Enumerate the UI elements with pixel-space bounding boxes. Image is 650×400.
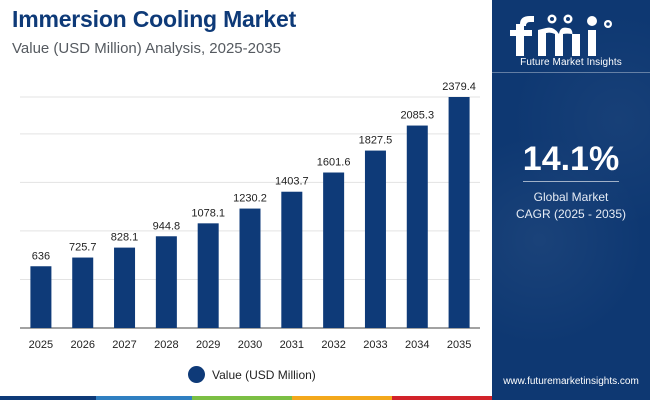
brand-name: Future Market Insights bbox=[520, 57, 622, 68]
x-tick-label-2031: 2031 bbox=[280, 339, 304, 351]
cagr-label-line2: CAGR (2025 - 2035) bbox=[515, 207, 627, 221]
x-tick-label-2025: 2025 bbox=[29, 339, 53, 351]
x-tick-label-2026: 2026 bbox=[70, 339, 94, 351]
data-label-2025: 636 bbox=[32, 250, 50, 262]
accent-segment-red bbox=[392, 396, 492, 400]
fmi-logo: Future Market Insights bbox=[508, 10, 634, 68]
legend-label: Value (USD Million) bbox=[212, 367, 316, 382]
bar-2030 bbox=[239, 208, 261, 328]
x-tick-label-2028: 2028 bbox=[154, 339, 178, 351]
side-panel: Future Market Insights 14.1% Global Mark… bbox=[492, 0, 650, 400]
panel-divider bbox=[492, 72, 650, 73]
website-link[interactable]: www.futuremarketinsights.com bbox=[503, 376, 639, 387]
accent-segment-blue bbox=[96, 396, 192, 400]
bar-2035 bbox=[448, 97, 470, 328]
data-label-2028: 944.8 bbox=[153, 220, 181, 232]
cagr-label: Global Market CAGR (2025 - 2035) bbox=[492, 189, 650, 223]
chart-title: Immersion Cooling Market bbox=[12, 6, 297, 32]
bar-2032 bbox=[323, 172, 345, 328]
x-tick-label-2027: 2027 bbox=[112, 339, 136, 351]
accent-segment-navy bbox=[0, 396, 96, 400]
x-tick-label-2030: 2030 bbox=[238, 339, 262, 351]
x-tick-label-2032: 2032 bbox=[321, 339, 345, 351]
bar-2025 bbox=[30, 266, 52, 328]
accent-segment-green bbox=[192, 396, 292, 400]
data-label-2033: 1827.5 bbox=[359, 135, 393, 147]
data-label-2027: 828.1 bbox=[111, 232, 139, 244]
x-tick-label-2035: 2035 bbox=[447, 339, 471, 351]
bar-2027 bbox=[114, 247, 136, 328]
bottom-accent-bar bbox=[0, 396, 492, 400]
accent-segment-orange bbox=[292, 396, 392, 400]
chart-subtitle: Value (USD Million) Analysis, 2025-2035 bbox=[12, 40, 282, 57]
data-label-2032: 1601.6 bbox=[317, 157, 351, 169]
x-tick-label-2029: 2029 bbox=[196, 339, 220, 351]
bar-2031 bbox=[281, 191, 303, 328]
data-label-2026: 725.7 bbox=[69, 242, 97, 254]
data-label-2031: 1403.7 bbox=[275, 176, 309, 188]
x-tick-label-2034: 2034 bbox=[405, 339, 429, 351]
bar-2028 bbox=[155, 236, 177, 328]
cagr-value: 14.1% bbox=[522, 140, 620, 178]
bar-chart: 636 2025 725.7 2026 828.1 2027 944.8 2028 1078.1… bbox=[20, 81, 480, 351]
bar-2029 bbox=[197, 223, 219, 328]
bar-2026 bbox=[72, 257, 94, 328]
cagr-underline bbox=[523, 181, 619, 182]
bar-2033 bbox=[364, 150, 386, 328]
data-label-2035: 2379.4 bbox=[442, 81, 476, 93]
data-label-2029: 1078.1 bbox=[191, 207, 225, 219]
cagr-label-line1: Global Market bbox=[533, 190, 609, 204]
fmi-logo-icon bbox=[510, 14, 612, 56]
x-tick-label-2033: 2033 bbox=[363, 339, 387, 351]
bar-2034 bbox=[406, 125, 428, 328]
data-label-2030: 1230.2 bbox=[233, 193, 267, 205]
legend-swatch bbox=[188, 366, 205, 383]
data-label-2034: 2085.3 bbox=[400, 110, 434, 122]
legend: Value (USD Million) bbox=[188, 366, 316, 383]
